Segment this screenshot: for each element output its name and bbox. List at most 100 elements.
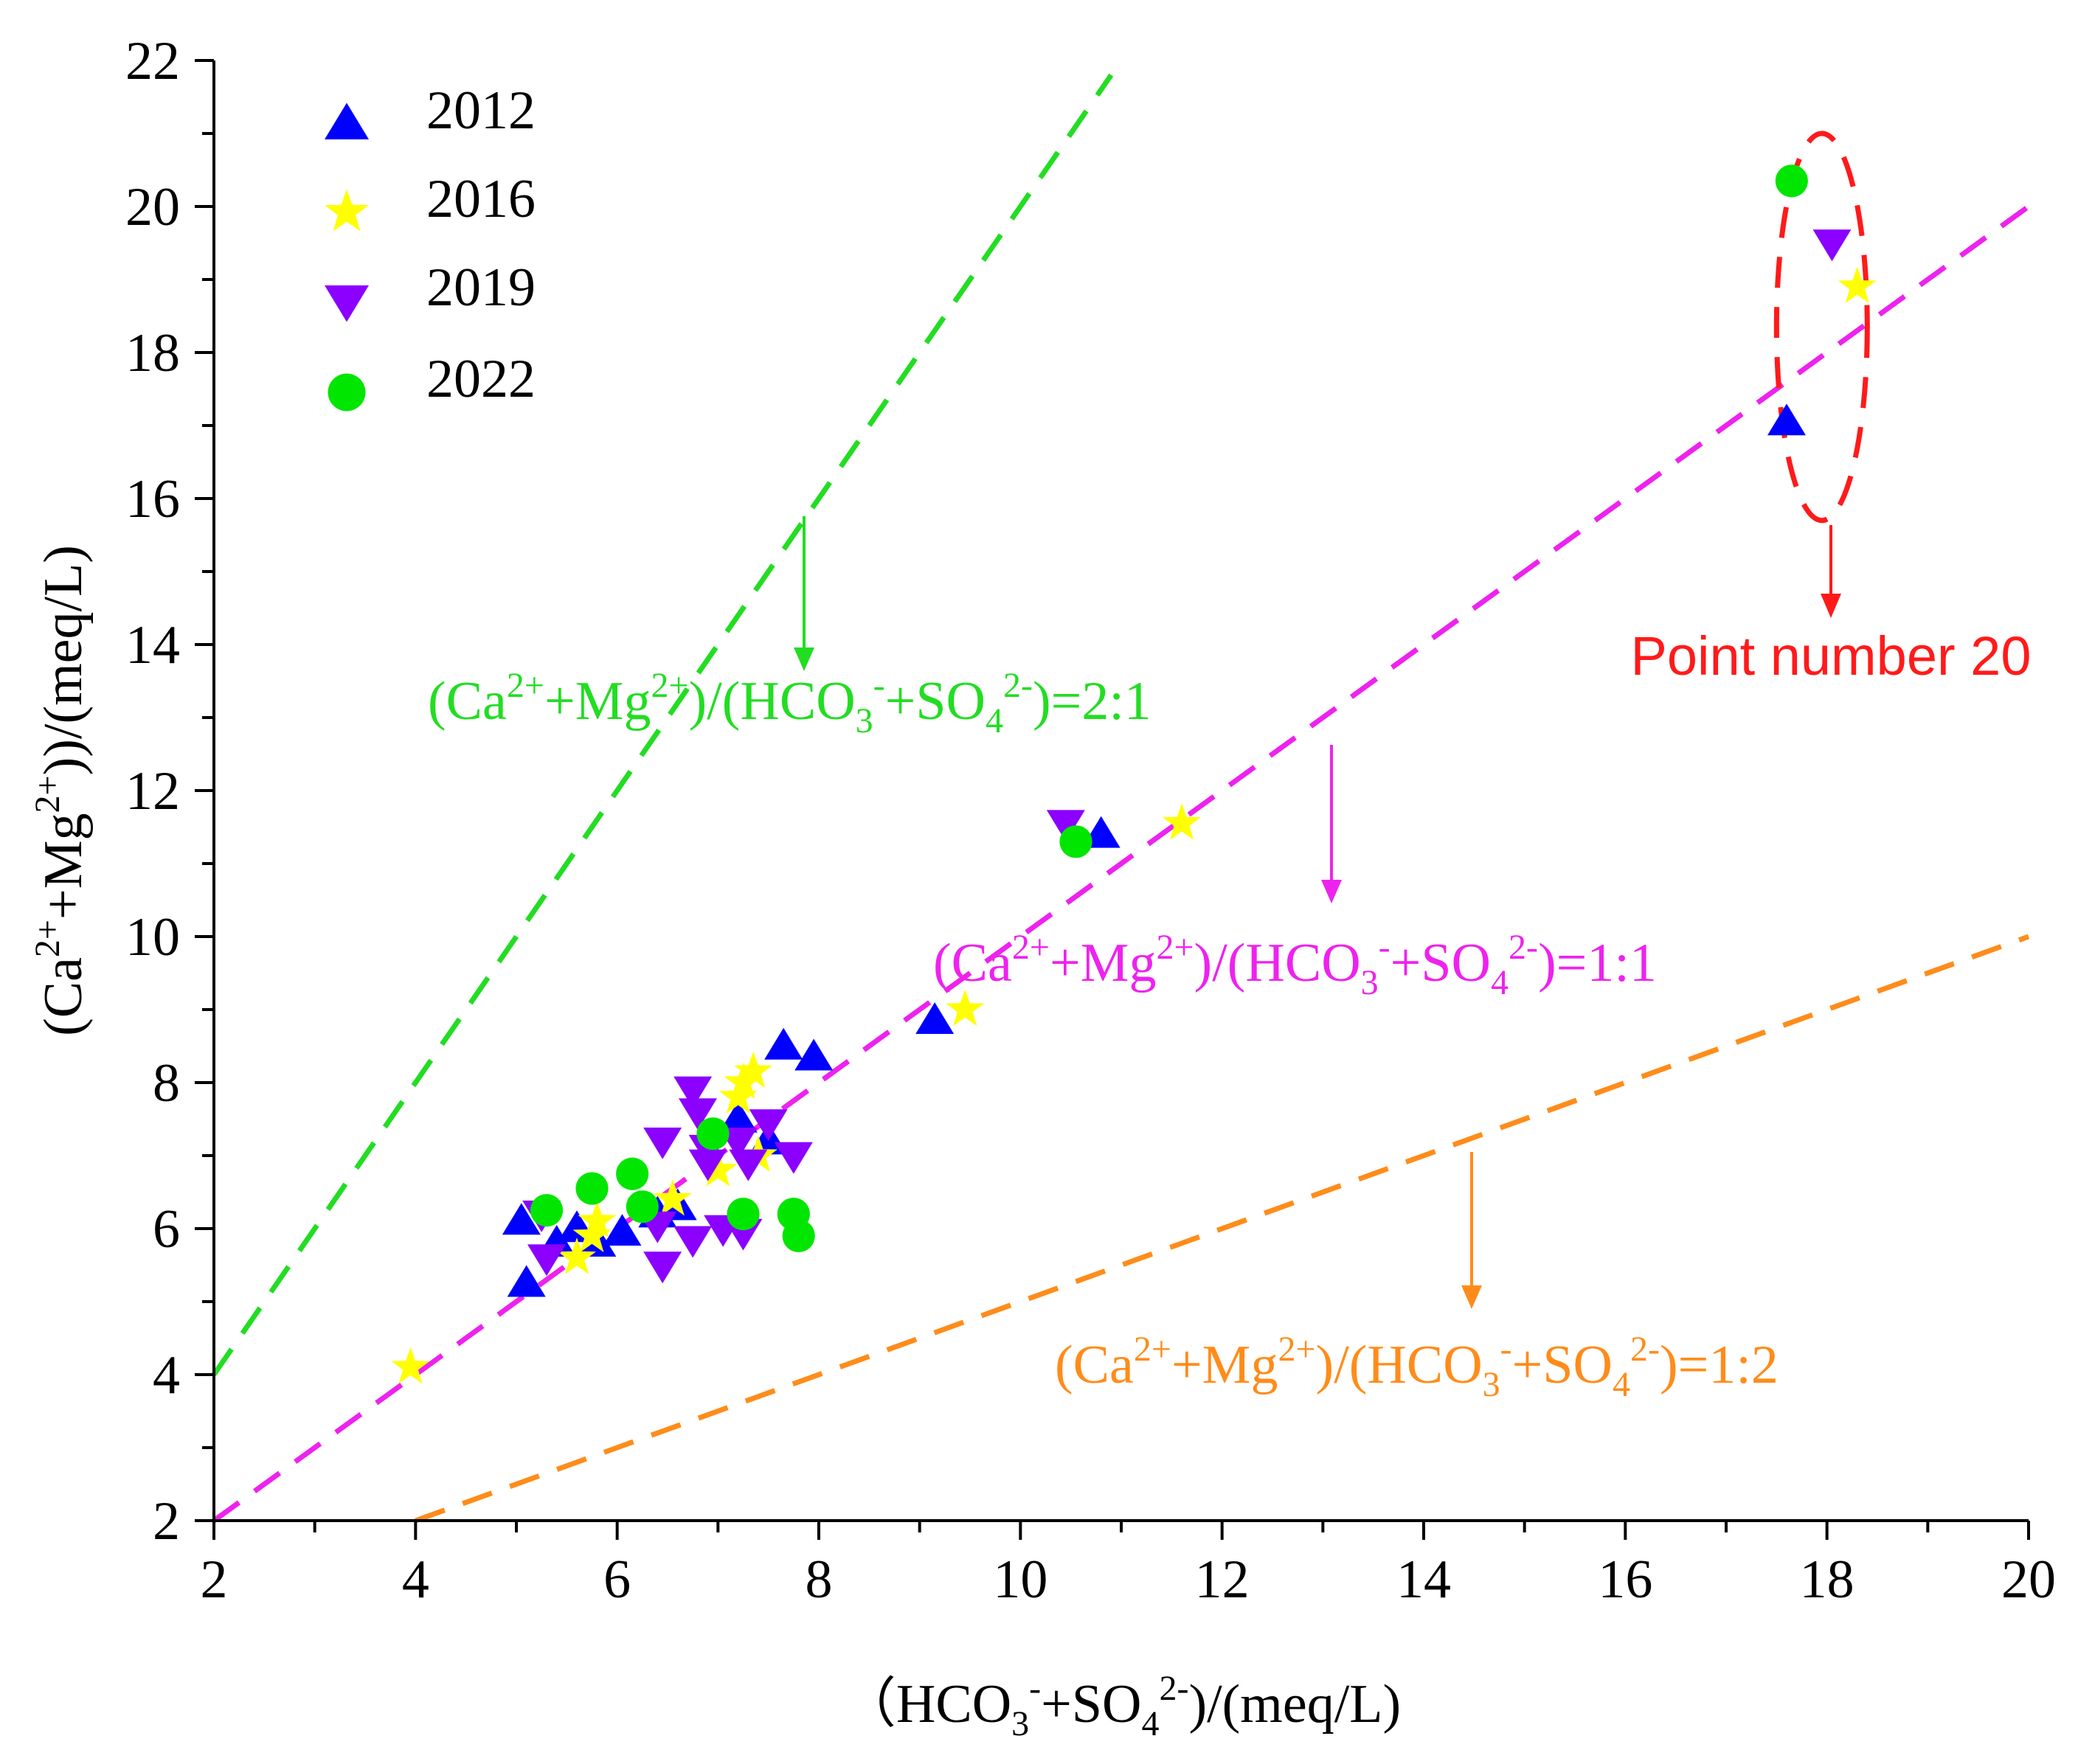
x-tick-label: 12 xyxy=(1195,1549,1250,1610)
x-tick-label: 16 xyxy=(1598,1549,1652,1610)
ratio-label-2-1-part: )=2:1 xyxy=(1033,671,1151,732)
data-points xyxy=(391,164,1877,1384)
x-axis-title-part: 2- xyxy=(1159,1669,1188,1708)
legend-label-2019: 2019 xyxy=(426,257,536,318)
ratio-label-2-1-part: )/(HCO xyxy=(689,671,856,732)
x-tick-label: 8 xyxy=(806,1549,833,1610)
axes: 2 4 6 8 10 12 14 16 18 20246810121416182022（HCO3-… xyxy=(28,31,2056,1743)
y-tick-label: 4 xyxy=(153,1345,180,1406)
highlight-label: Point number 20 xyxy=(1630,625,2031,687)
data-point-2016 xyxy=(718,1077,758,1114)
data-point-2012 xyxy=(764,1027,803,1060)
data-point-2019 xyxy=(729,1149,768,1181)
data-point-2019 xyxy=(1046,810,1085,842)
data-point-2016 xyxy=(1163,803,1201,840)
data-point-2016 xyxy=(699,1150,738,1187)
data-point-2022 xyxy=(782,1219,815,1252)
ratio-label-1-1-part: +Mg xyxy=(1050,933,1157,993)
x-tick-label: 4 xyxy=(402,1549,429,1610)
ratio-label-1-2-part: )/(HCO xyxy=(1316,1335,1483,1395)
data-point-2019 xyxy=(1812,229,1852,262)
data-point-2016 xyxy=(1838,266,1877,303)
ratio-label-2-1-part: 2- xyxy=(1003,666,1033,705)
ratio-label-1-1-part: 4 xyxy=(1491,963,1509,1002)
data-point-2016 xyxy=(558,1237,596,1274)
arrow-head xyxy=(1461,1285,1482,1309)
y-axis-title: (Ca2++Mg2+))/(meq/L) xyxy=(28,545,94,1036)
y-tick-label: 12 xyxy=(125,761,180,822)
ratio-label-1-2-part: (Ca xyxy=(1055,1335,1134,1395)
y-tick-label: 2 xyxy=(153,1491,180,1552)
data-point-2022 xyxy=(575,1172,609,1205)
data-point-2019 xyxy=(643,1251,682,1284)
ratio-label-1-2-part: 2+ xyxy=(1134,1330,1171,1369)
ratio-label-2-1-part: 4 xyxy=(986,701,1003,740)
y-tick-label: 8 xyxy=(153,1053,180,1114)
ratio-label-1-1: (Ca2++Mg2+)/(HCO3-+SO42-)=1:1 xyxy=(933,928,1657,1002)
y-tick-label: 10 xyxy=(125,907,180,968)
data-point-2012 xyxy=(507,1265,546,1297)
ratio-label-1-1-part: )/(HCO xyxy=(1194,933,1361,993)
x-axis-title-part: +SO xyxy=(1041,1674,1141,1735)
data-point-2019 xyxy=(679,1098,717,1131)
ratio-label-1-2-part: )=1:2 xyxy=(1660,1335,1779,1395)
x-axis-title-part: )/(meq/L) xyxy=(1188,1674,1401,1735)
legend-label-2022: 2022 xyxy=(426,349,536,409)
y-axis-title-part: (Ca xyxy=(33,957,94,1036)
legend-marker-2019 xyxy=(325,285,369,322)
ratio-label-1-2-part: +SO xyxy=(1512,1335,1613,1395)
ratio-label-1-2-part: +Mg xyxy=(1171,1335,1278,1395)
data-point-2012 xyxy=(915,1002,955,1035)
data-point-2022 xyxy=(616,1157,649,1190)
reference-lines xyxy=(212,73,2031,1524)
legend-marker-2016 xyxy=(325,189,369,232)
x-axis-title-part: 3 xyxy=(1011,1704,1029,1743)
data-point-2012 xyxy=(502,1203,541,1235)
reference-line-2-1 xyxy=(212,73,1114,1376)
data-point-2022 xyxy=(530,1194,564,1227)
arrow-head xyxy=(794,647,814,671)
y-axis-title-part: 2+ xyxy=(28,775,67,813)
y-tick-label: 18 xyxy=(125,323,180,383)
legend-marker-2022 xyxy=(328,373,366,412)
data-point-2022 xyxy=(626,1190,659,1223)
ratio-label-2-1-part: +SO xyxy=(885,671,986,732)
ratio-label-1-1-part: +SO xyxy=(1390,933,1491,993)
ratio-label-2-1-part: 2+ xyxy=(507,666,544,705)
ratio-label-1-2: (Ca2++Mg2+)/(HCO3-+SO42-)=1:2 xyxy=(1055,1330,1779,1404)
ratio-label-2-1-part: - xyxy=(873,666,885,705)
highlight-arrow-head xyxy=(1821,594,1841,618)
series-2016 xyxy=(391,266,1877,1384)
y-tick-label: 16 xyxy=(125,469,180,529)
x-axis-title-part: （HCO xyxy=(842,1674,1011,1735)
data-point-2016 xyxy=(572,1215,612,1252)
ratio-label-1-2-part: 3 xyxy=(1483,1365,1500,1404)
x-tick-label: 10 xyxy=(993,1549,1047,1610)
y-axis-title-part: +Mg xyxy=(33,813,94,920)
ratio-label-1-1-part: - xyxy=(1379,928,1390,967)
ratio-label-1-1-part: 2+ xyxy=(1012,928,1050,967)
data-point-2019 xyxy=(527,1244,566,1277)
reference-line-1-2 xyxy=(415,934,2030,1524)
data-point-2022 xyxy=(1775,164,1808,198)
ratio-label-2-1-part: +Mg xyxy=(544,671,651,732)
x-axis-title: （HCO3-+SO42-)/(meq/L) xyxy=(842,1669,1401,1743)
annotations: (Ca2++Mg2+)/(HCO3-+SO42-)=2:1(Ca2++Mg2+)… xyxy=(428,131,2032,1404)
data-point-2019 xyxy=(643,1128,682,1159)
ratio-label-2-1: (Ca2++Mg2+)/(HCO3-+SO42-)=2:1 xyxy=(428,666,1151,740)
arrow-head xyxy=(1321,880,1342,903)
ratio-label-1-2-part: 2- xyxy=(1630,1330,1660,1369)
data-point-2019 xyxy=(688,1149,727,1181)
y-tick-label: 20 xyxy=(125,177,180,237)
legend-label-2012: 2012 xyxy=(426,80,536,141)
x-axis-title-part: - xyxy=(1029,1669,1041,1708)
legend-label-2016: 2016 xyxy=(426,169,536,229)
series-2022 xyxy=(530,164,1808,1252)
data-point-2022 xyxy=(1059,825,1092,858)
data-point-2012 xyxy=(1767,403,1806,436)
x-tick-label: 18 xyxy=(1800,1549,1854,1610)
ratio-label-1-1-part: 2+ xyxy=(1156,928,1194,967)
y-tick-label: 14 xyxy=(125,615,180,676)
highlight-ellipse xyxy=(1773,131,1870,524)
x-tick-label: 14 xyxy=(1396,1549,1451,1610)
